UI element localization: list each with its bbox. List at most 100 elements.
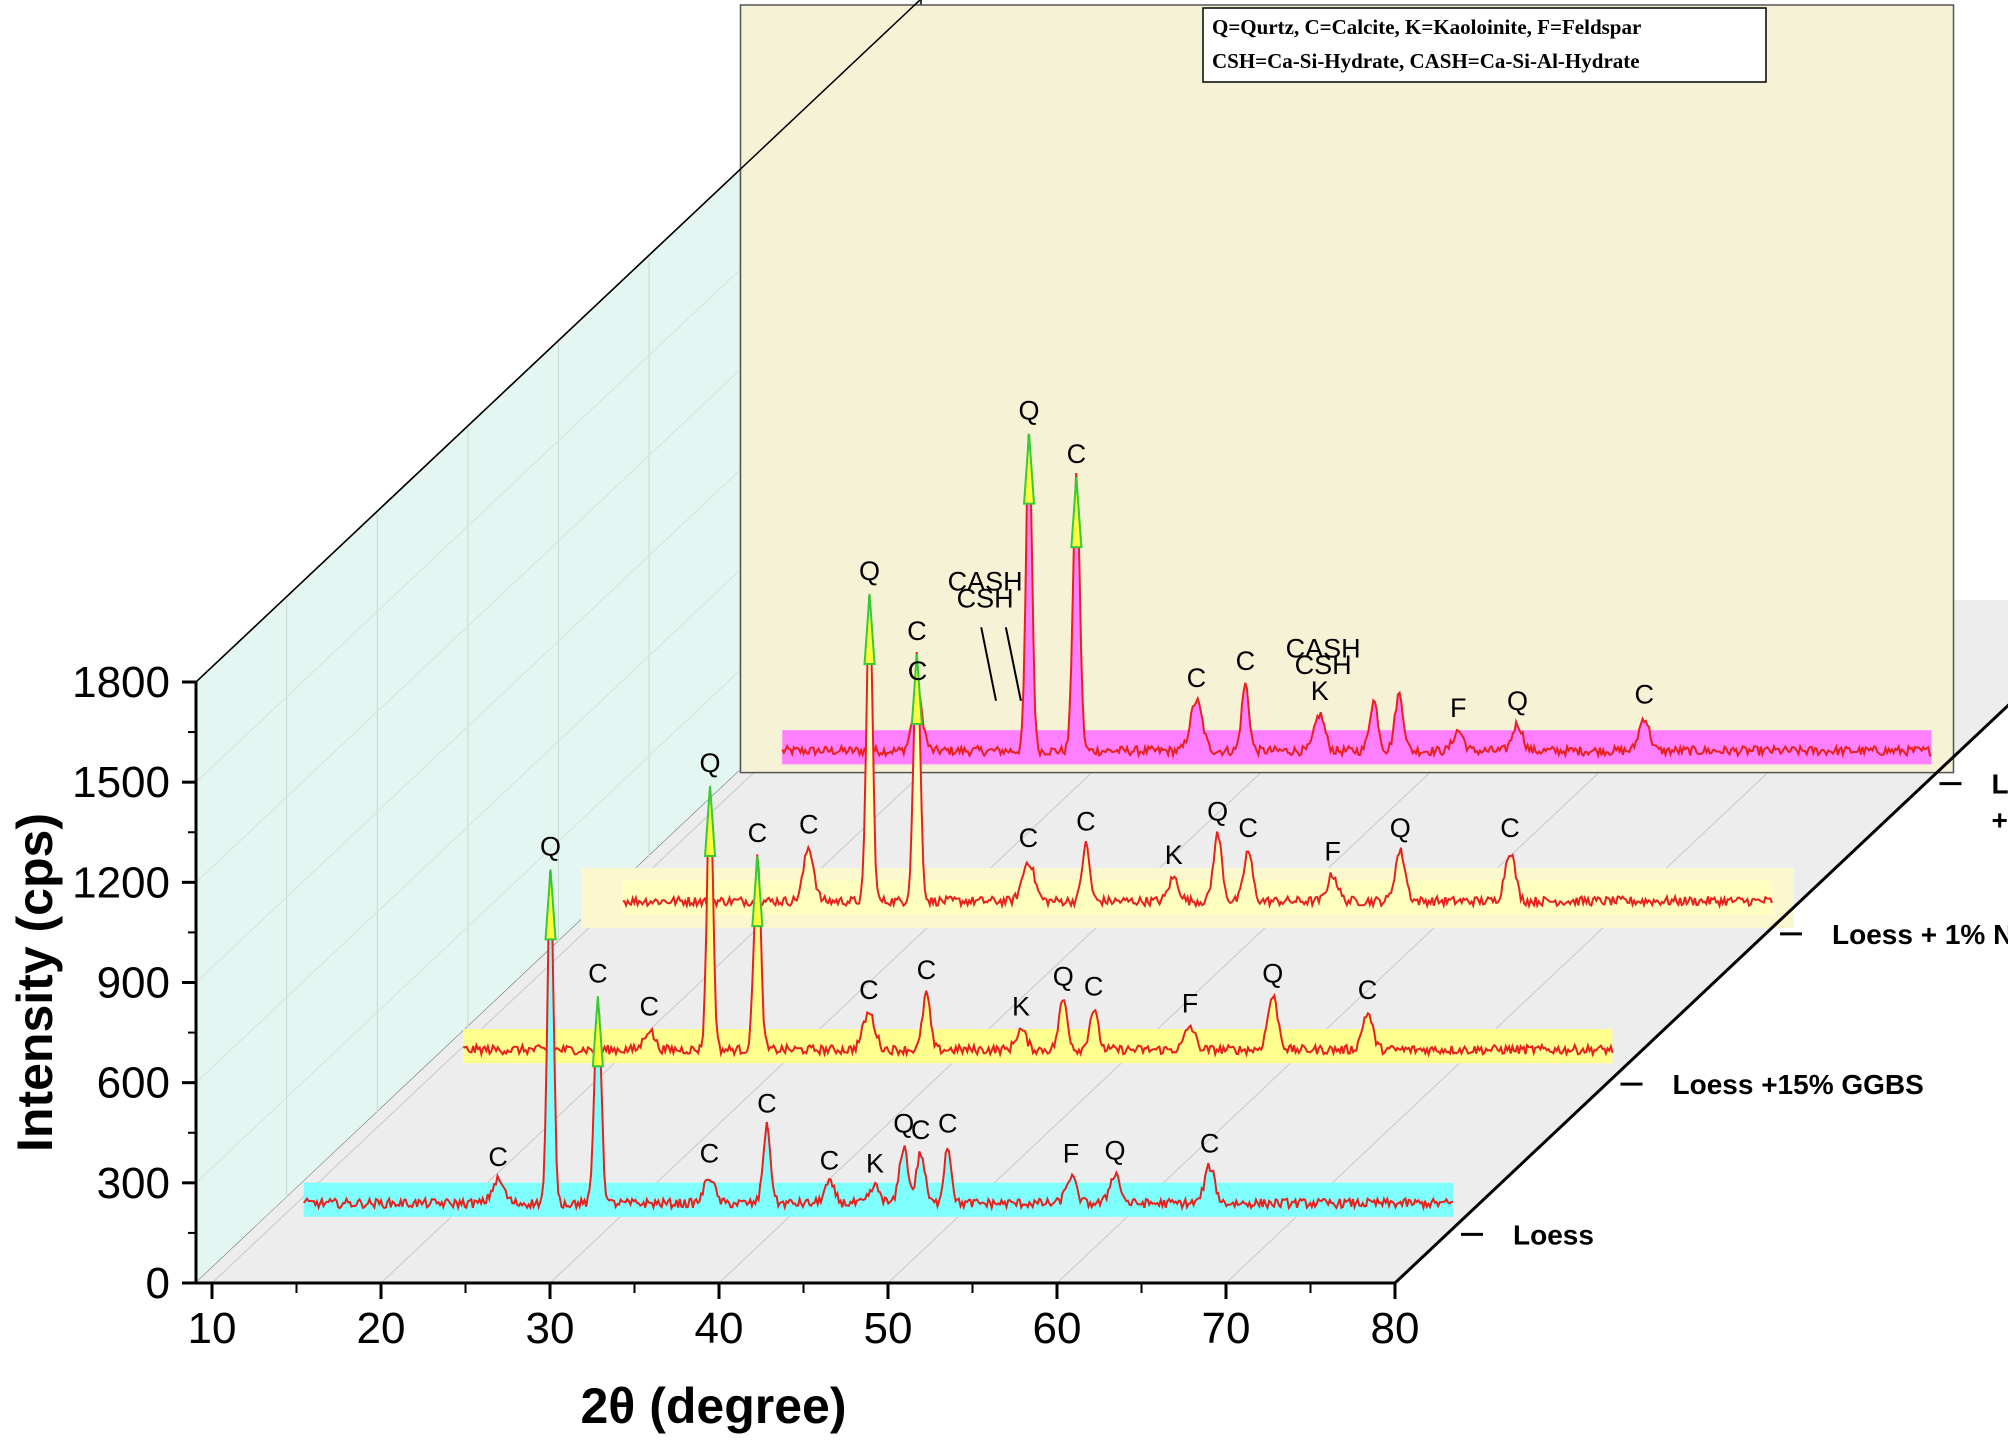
peak-highlight [703, 785, 717, 857]
peak-label: C [1358, 975, 1378, 1005]
x-tick-label: 80 [1371, 1304, 1420, 1353]
x-tick-label: 70 [1202, 1304, 1251, 1353]
peak-label: Q [1390, 813, 1411, 843]
y-axis-title: Intensity (cps) [7, 813, 63, 1152]
series-2 [581, 593, 1794, 928]
peak-label: C [938, 1109, 958, 1139]
y-tick-label: 1800 [72, 658, 170, 707]
peak-highlight [1070, 477, 1083, 549]
peak-highlight [751, 855, 764, 928]
peak-label: C [911, 1115, 931, 1145]
peak-label: C [907, 616, 927, 646]
peak-label: Q [540, 831, 561, 861]
series-layer [303, 4, 1955, 1217]
peak-label: C [1076, 806, 1096, 836]
peak-highlight [591, 996, 604, 1068]
axes-layer: 0 300 600 900 1200 1500 1800 10 20 30 40 50 60 70 80 2θ… [7, 0, 2008, 1434]
legend-line-2: CSH=Ca-Si-Hydrate, CASH=Ca-Si-Al-Hydrate [1212, 49, 1640, 73]
series-line [622, 596, 1773, 910]
peak-label: C [700, 1139, 720, 1169]
legend: Q=Qurtz, C=Calcite, K=Kaoloinite, F=Feld… [1202, 7, 1767, 83]
peak-label: K [1165, 840, 1183, 870]
series-backdrop [739, 4, 1955, 774]
x-tick-label: 20 [357, 1304, 406, 1353]
peak-highlight [544, 869, 557, 941]
peak-label: Q [1507, 686, 1528, 716]
phase-annotation: CASH [948, 567, 1023, 597]
series-line [781, 434, 1932, 760]
peak-label: K [1311, 676, 1329, 706]
peak-label: C [1236, 646, 1256, 676]
x-tick-label: 40 [695, 1304, 744, 1353]
peak-label: F [1063, 1139, 1080, 1169]
peak-label: Q [859, 556, 880, 586]
legend-line-1: Q=Qurtz, C=Calcite, K=Kaoloinite, F=Feld… [1212, 15, 1641, 39]
depth-axis-line [195, 0, 922, 683]
x-tick-label: 10 [188, 1304, 237, 1353]
peak-label: C [757, 1089, 777, 1119]
peak-label: F [1450, 693, 1467, 723]
phase-annotation: CSH [957, 583, 1014, 613]
peak-label: C [488, 1142, 508, 1172]
peak-label: C [859, 975, 879, 1005]
peak-label: C [1187, 663, 1207, 693]
y-tick-label: 1500 [72, 758, 170, 807]
annotation-arrow [1004, 627, 1022, 701]
legend-box [1202, 7, 1767, 83]
series-line [303, 871, 1454, 1212]
peak-label: C [820, 1145, 840, 1175]
series-label: Loess + 1% NS [1832, 919, 2008, 950]
series-3 [739, 4, 1955, 774]
series-0 [303, 869, 1454, 1217]
series-base-strip [463, 1029, 1613, 1064]
floor-right-edge [1393, 703, 2008, 1285]
peak-label: C [1634, 679, 1654, 709]
peak-label: C [639, 992, 659, 1022]
peak-label: Q [1207, 796, 1228, 826]
x-tick-label: 30 [526, 1304, 575, 1353]
series-label: +15% GGBS [1992, 805, 2008, 836]
peak-label: Q [1019, 396, 1040, 426]
series-label: Loess +15% GGBS [1673, 1069, 1924, 1100]
x-axis-title: 2θ (degree) [581, 1378, 847, 1434]
x-tick-label: 60 [1033, 1304, 1082, 1353]
phase-annotation: CSH [1295, 650, 1352, 680]
annotation-arrow [980, 627, 997, 701]
peak-label: C [588, 958, 608, 988]
peak-label: C [1067, 439, 1087, 469]
peak-label: Q [700, 748, 721, 778]
peak-highlight [863, 593, 876, 665]
peak-label: C [1200, 1129, 1220, 1159]
peak-label: C [1238, 813, 1258, 843]
y-tick-label: 300 [97, 1159, 170, 1208]
peak-label: C [1084, 972, 1104, 1002]
peak-label: Q [1262, 958, 1283, 988]
peak-label: K [866, 1149, 884, 1179]
y-tick-label: 1200 [72, 858, 170, 907]
peak-label: C [908, 656, 928, 686]
peak-highlight [1022, 433, 1036, 505]
peak-label: K [1012, 992, 1030, 1022]
peak-label: Q [1053, 962, 1074, 992]
y-tick-label: 900 [97, 959, 170, 1008]
y-tick-label: 0 [146, 1259, 170, 1308]
y-tick-label: 600 [97, 1059, 170, 1108]
peak-label: F [1324, 836, 1341, 866]
peak-label: C [1500, 813, 1520, 843]
x-tick-label: 50 [864, 1304, 913, 1353]
peak-label: F [1182, 988, 1199, 1018]
series-label: Loess [1513, 1219, 1594, 1250]
series-label: Loess + 1% NS [1992, 769, 2008, 800]
peak-label: C [799, 810, 819, 840]
peak-label: C [917, 955, 937, 985]
series-line [463, 790, 1614, 1059]
series-1 [463, 785, 1614, 1064]
peak-label: Q [893, 1109, 914, 1139]
labels-layer: CQCCCKFQCLoess + 1% NS+15% GGBSCASHCSHCA… [488, 396, 2008, 1251]
phase-annotation: CASH [1286, 633, 1361, 663]
peak-label: C [1019, 823, 1039, 853]
peak-label: C [748, 818, 768, 848]
peak-highlight [910, 653, 923, 726]
peak-label: Q [1104, 1135, 1125, 1165]
